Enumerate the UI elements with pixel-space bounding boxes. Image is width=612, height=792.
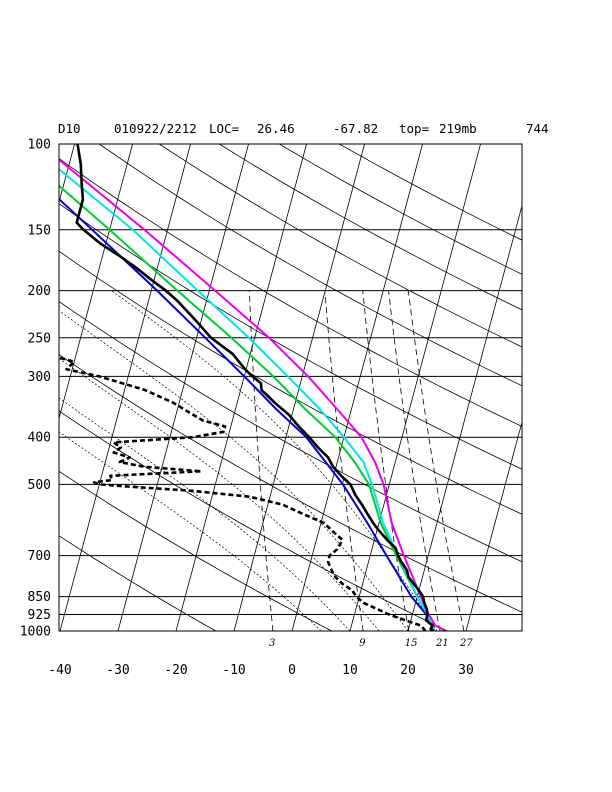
pressure-tick-label: 400 — [28, 431, 51, 446]
mixing-ratio-label: 21 — [435, 638, 449, 649]
temperature-tick-label: 20 — [400, 663, 416, 678]
isotherm-line — [349, 144, 481, 631]
pressure-tick-label: 850 — [28, 590, 51, 605]
mixing-ratio-line — [407, 290, 465, 631]
temperature-tick-label: -30 — [106, 663, 129, 678]
station-id: D10 — [58, 121, 81, 136]
temperature-tick-label: 0 — [288, 663, 296, 678]
station-code: 744 — [526, 121, 549, 136]
mixing-ratio-line — [362, 290, 410, 631]
isotherm-line — [59, 144, 191, 631]
parcel-curve — [59, 184, 436, 631]
mixing-ratio-label: 27 — [459, 638, 473, 649]
isotherm-line — [175, 144, 307, 631]
mixing-ratio-labels: 3 9 15 21 27 — [269, 638, 473, 649]
dewpoint-profile-line — [59, 356, 427, 631]
sounding-profiles — [59, 144, 435, 631]
dry-adiabat-line — [279, 144, 522, 275]
dry-adiabat-line — [59, 203, 522, 470]
moist-adiabat-line — [59, 397, 351, 631]
temperature-tick-label: 10 — [342, 663, 358, 678]
moist-adiabat-line — [59, 357, 380, 631]
moist-adiabat-line — [59, 431, 322, 631]
mixing-ratio-line — [248, 290, 274, 631]
pressure-tick-label: 200 — [28, 284, 51, 299]
isotherm-line — [0, 144, 17, 631]
chart-header: D10 010922/2212 LOC= 26.46 -67.82 top= 2… — [58, 121, 549, 136]
pressure-tick-label: 700 — [28, 549, 51, 564]
temperature-tick-label: 30 — [458, 663, 474, 678]
isotherm-line — [291, 144, 423, 631]
temperature-tick-label: -20 — [164, 663, 187, 678]
isotherm-line — [59, 144, 133, 420]
temperature-tick-labels: -40 -30 -20 -10 0 10 20 30 — [48, 663, 474, 678]
pressure-tick-label: 250 — [28, 331, 51, 346]
parcel-curves — [59, 158, 447, 631]
pressure-tick-label: 500 — [28, 478, 51, 493]
moist-adiabat-line — [59, 310, 409, 631]
dry-adiabat-line — [98, 144, 522, 387]
isotherm-line — [407, 204, 522, 631]
temperature-profile-line — [75, 144, 435, 631]
pressure-tick-label: 925 — [28, 608, 51, 623]
mixing-ratio-line — [388, 290, 441, 631]
temperature-tick-label: -10 — [222, 663, 245, 678]
dry-adiabat-line — [59, 250, 522, 515]
dry-adiabat-line — [59, 157, 522, 427]
longitude-value: -67.82 — [333, 121, 378, 136]
isotherm-line — [117, 144, 249, 631]
parcel-curve — [59, 197, 436, 631]
loc-label: LOC= — [209, 121, 239, 136]
dry-adiabat-line — [59, 470, 333, 631]
moist-adiabat-line — [111, 290, 438, 631]
pressure-tick-label: 1000 — [20, 625, 51, 640]
latitude-value: 26.46 — [257, 121, 295, 136]
pressure-tick-labels: 100 150 200 250 300 400 500 700 850 925 1000 — [20, 138, 51, 640]
parcel-curve — [59, 167, 436, 631]
dry-adiabat-line — [339, 144, 522, 241]
mixing-ratio-lines — [248, 290, 465, 631]
moist-adiabat-lines — [59, 290, 438, 631]
mixing-ratio-label: 9 — [359, 638, 366, 649]
top-value: 219mb — [439, 121, 477, 136]
pressure-tick-label: 100 — [28, 138, 51, 153]
dry-adiabat-line — [59, 354, 522, 613]
dry-adiabat-lines — [59, 144, 522, 631]
mixing-ratio-line — [324, 290, 364, 631]
dry-adiabat-line — [59, 300, 522, 563]
temperature-tick-label: -40 — [48, 663, 71, 678]
parcel-curve — [59, 158, 447, 631]
dry-adiabat-line — [158, 144, 522, 348]
plot-frame — [58, 143, 523, 632]
date-time: 010922/2212 — [114, 121, 197, 136]
mixing-ratio-label: 3 — [269, 638, 275, 649]
mixing-ratio-label: 15 — [405, 638, 418, 649]
top-label: top= — [399, 121, 429, 136]
dry-adiabat-line — [59, 410, 449, 631]
dry-adiabat-line — [59, 535, 217, 631]
isobar-lines — [59, 229, 522, 616]
dry-adiabat-line — [219, 144, 522, 311]
pressure-tick-label: 300 — [28, 370, 51, 385]
pressure-tick-label: 150 — [28, 223, 51, 238]
isotherm-line — [465, 420, 522, 631]
